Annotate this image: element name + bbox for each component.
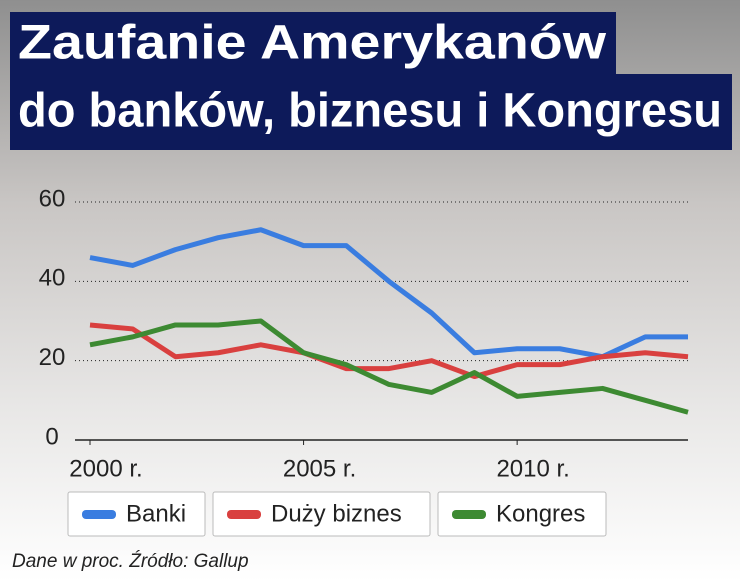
legend-label: Banki bbox=[126, 500, 186, 527]
title-box bbox=[10, 12, 616, 74]
legend-label: Duży biznes bbox=[271, 500, 402, 527]
chart-title: do banków, biznesu i Kongresu bbox=[18, 85, 722, 138]
series-line bbox=[89, 318, 689, 415]
series-line bbox=[89, 227, 688, 360]
x-tick-label: 2000 r. bbox=[69, 455, 142, 482]
chart-title: Zaufanie Amerykanów bbox=[18, 17, 607, 70]
legend-swatch bbox=[82, 510, 116, 519]
series-line bbox=[89, 322, 689, 380]
legend-box bbox=[212, 491, 431, 537]
y-tick-label: 60 bbox=[39, 185, 66, 212]
title-box bbox=[10, 74, 732, 150]
x-tick-label: 2005 r. bbox=[283, 455, 356, 482]
legend-label: Kongres bbox=[496, 500, 585, 527]
y-tick-label: 0 bbox=[45, 423, 58, 450]
legend-swatch bbox=[452, 510, 486, 519]
y-tick-label: 20 bbox=[39, 344, 66, 371]
legend-box bbox=[437, 491, 607, 537]
source-note: Dane w proc. Źródło: Gallup bbox=[12, 551, 249, 572]
x-tick-label: 2010 r. bbox=[496, 455, 569, 482]
legend-box bbox=[67, 491, 206, 537]
y-tick-label: 40 bbox=[39, 265, 66, 292]
legend-swatch bbox=[227, 510, 261, 519]
